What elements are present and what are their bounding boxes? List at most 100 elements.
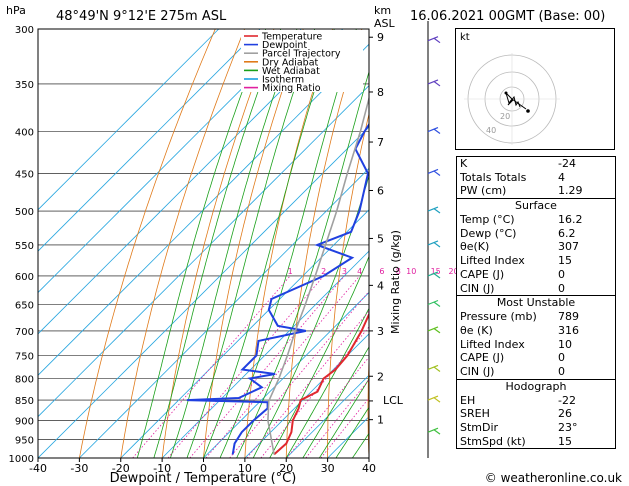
temp-tick-label: 30 — [321, 462, 335, 475]
dry-adiabat — [79, 29, 216, 458]
wind-barb — [427, 364, 439, 371]
wind-barb-flag — [433, 366, 441, 372]
asl-label: ASL — [374, 17, 396, 30]
index-label: K — [460, 157, 468, 170]
mixing-ratio-label: 4 — [357, 267, 362, 276]
most-unstable-value: 10 — [558, 337, 572, 351]
index-label: PW (cm) — [460, 184, 507, 198]
legend-label: Temperature — [261, 32, 322, 43]
most-unstable-value: 0 — [558, 351, 565, 365]
legend-box — [241, 30, 363, 92]
km-tick-label: 6 — [377, 184, 384, 197]
mixing-ratio-line — [260, 326, 369, 458]
pressure-tick-label: 950 — [15, 436, 34, 447]
series-dewpoint — [186, 122, 369, 455]
surface-value: 0 — [558, 267, 565, 281]
dry-adiabat — [161, 29, 275, 458]
surface-value: 0 — [558, 281, 565, 295]
mixing-ratio-label: 10 — [406, 267, 416, 276]
mixing-ratio-label: 1 — [288, 267, 293, 276]
isotherm — [285, 374, 369, 458]
dry-adiabat — [367, 350, 369, 458]
wet-adiabat — [186, 29, 316, 458]
wind-barb — [427, 126, 439, 133]
isotherm — [244, 333, 369, 458]
isotherm — [38, 29, 344, 335]
x-axis-title: Dewpoint / Temperature (°C) — [110, 471, 297, 486]
wet-adiabat — [269, 255, 369, 458]
datetime-label: 16.06.2021 00GMT (Base: 00) — [410, 9, 605, 24]
series-temperature — [273, 312, 369, 456]
dry-adiabat — [244, 29, 333, 458]
pressure-tick-label: 800 — [15, 374, 34, 385]
most-unstable-row: Pressure (mb) 789 — [457, 310, 615, 324]
hodograph-title: Hodograph — [505, 379, 567, 393]
km-tick-label: 3 — [377, 325, 384, 338]
legend-label: Isotherm — [262, 75, 304, 86]
most-unstable-value: 0 — [558, 364, 565, 378]
dry-adiabat — [407, 29, 450, 458]
km-tick-label: 2 — [377, 370, 384, 383]
isotherm — [38, 29, 220, 211]
pressure-tick-label: 700 — [15, 327, 34, 338]
surface-row: Lifted Index 15 — [457, 254, 615, 268]
indices-panel: K -24 Totals Totals 4 PW (cm) 1.29 Surface Te… — [456, 156, 616, 450]
hodograph-label: StmDir — [460, 421, 499, 434]
wind-barb — [427, 36, 439, 42]
mixing-ratio-line — [189, 275, 345, 458]
surface-row: CIN (J) 0 — [457, 282, 615, 296]
wind-barb — [427, 240, 439, 246]
pressure-tick-label: 600 — [15, 272, 34, 283]
most-unstable-row: Lifted Index 10 — [457, 338, 615, 352]
wet-adiabat — [318, 378, 369, 458]
wet-adiabat — [335, 406, 369, 458]
surface-label: Dewp (°C) — [460, 226, 517, 240]
surface-row: CAPE (J) 0 — [457, 268, 615, 282]
hodograph-row: EH -22 — [457, 394, 615, 408]
hodograph-ring-label-20: 20 — [500, 112, 510, 121]
hodograph-ring-label-40: 40 — [486, 126, 496, 135]
mixing-ratio-line — [286, 356, 369, 458]
wet-adiabat — [136, 29, 267, 458]
isotherm — [79, 167, 369, 458]
series-parcel-trajectory — [267, 95, 369, 455]
isotherm — [38, 85, 369, 418]
dry-adiabat — [285, 29, 363, 458]
wind-barb-flag — [433, 208, 441, 214]
most-unstable-label: Lifted Index — [460, 337, 525, 351]
mixing-ratio-line — [167, 275, 324, 458]
wet-adiabat — [203, 29, 335, 458]
hodograph-value: 15 — [558, 434, 572, 448]
temp-tick-label: 40 — [362, 462, 376, 475]
mixing-ratio-line — [229, 290, 369, 458]
mixing-ratio-line — [246, 310, 369, 458]
isotherm — [38, 29, 302, 294]
axes: 3003504004505005506006507007508008509009… — [9, 25, 473, 475]
wind-barbs — [427, 21, 441, 458]
most-unstable-label: θe (K) — [460, 323, 493, 337]
legend-label: Dewpoint — [262, 40, 307, 51]
mixing-ratio-label: 2 — [321, 267, 326, 276]
wet-adiabat — [252, 174, 369, 458]
mixing-ratio-label: 3 — [342, 267, 347, 276]
location-label: 48°49'N 9°12'E 275m ASL — [56, 9, 227, 24]
mixing-ratio-line — [305, 379, 369, 458]
isotherm — [38, 29, 261, 252]
index-value: 4 — [558, 170, 565, 184]
storm-motion-line — [511, 98, 527, 110]
most-unstable-section: Most Unstable Pressure (mb) 789 θe (K) 316 L… — [457, 295, 615, 378]
wet-adiabat — [170, 29, 298, 458]
most-unstable-row: CIN (J) 0 — [457, 365, 615, 379]
wind-barb — [427, 79, 439, 85]
surface-value: 16.2 — [558, 213, 583, 227]
pressure-tick-label: 350 — [15, 80, 34, 91]
hpa-label: hPa — [6, 4, 26, 17]
surface-row: Dewp (°C) 6.2 — [457, 227, 615, 241]
most-unstable-row: CAPE (J) 0 — [457, 351, 615, 365]
wind-barb — [427, 271, 439, 277]
hodograph-panel: kt 20 40 — [455, 28, 615, 150]
temp-tick-label: -30 — [70, 462, 88, 475]
index-row: PW (cm) 1.29 — [457, 184, 615, 198]
pressure-tick-label: 900 — [15, 416, 34, 427]
